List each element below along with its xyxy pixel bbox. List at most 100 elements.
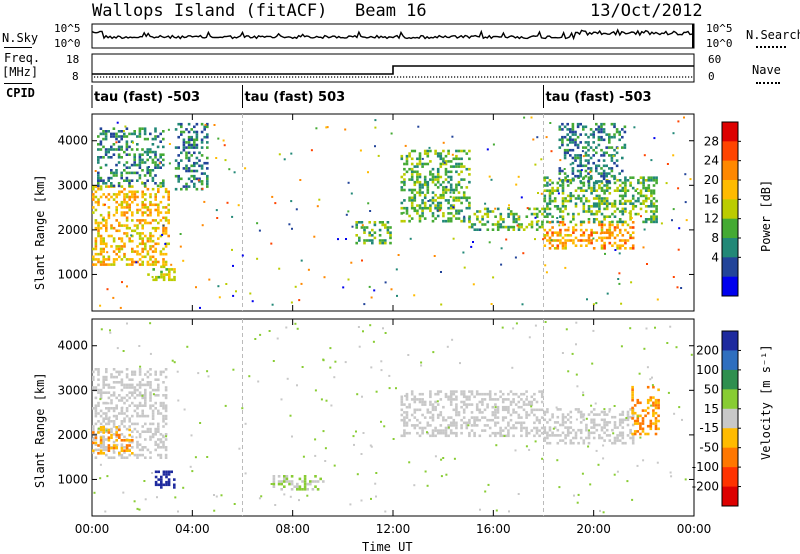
power-cell — [157, 242, 160, 246]
power-cell — [120, 148, 123, 151]
velocity-cell — [447, 434, 450, 438]
power-cell — [579, 234, 583, 237]
velocity-cell — [123, 456, 126, 459]
velocity-cell — [102, 446, 105, 449]
velocity-cell — [525, 434, 528, 438]
power-cell — [138, 221, 142, 225]
velocity-cell — [631, 434, 635, 437]
power-cell — [457, 180, 461, 184]
power-cell — [647, 186, 651, 190]
power-cell — [569, 148, 572, 152]
velocity-cell — [165, 480, 168, 484]
power-cell — [442, 162, 445, 166]
velocity-cell — [530, 411, 534, 414]
power-cell — [436, 214, 440, 218]
velocity-cell — [444, 392, 448, 396]
power-scatter-point — [299, 179, 302, 181]
velocity-cell — [149, 422, 152, 426]
velocity-cell — [115, 433, 118, 437]
velocity-cell — [157, 438, 160, 441]
power-cell — [123, 132, 126, 136]
velocity-cell — [136, 383, 139, 387]
velocity-scatter-point — [99, 477, 102, 480]
velocity-scatter-point — [475, 424, 478, 426]
power-scatter-point — [449, 195, 452, 198]
power-cell — [136, 211, 139, 214]
power-cell — [177, 135, 180, 139]
power-cell — [623, 125, 627, 129]
velocity-colorbar-tick-label: 200 — [696, 343, 719, 357]
power-cell — [146, 169, 149, 172]
velocity-cell — [107, 420, 111, 423]
velocity-cell — [423, 403, 427, 406]
power-scatter-point — [451, 135, 454, 138]
power-cell — [431, 201, 435, 205]
power-cell — [154, 163, 157, 167]
power-cell — [136, 190, 139, 194]
power-cell — [618, 133, 621, 136]
velocity-cell — [92, 451, 95, 454]
power-cell — [154, 127, 157, 130]
velocity-cell — [159, 370, 163, 374]
velocity-cell — [556, 428, 560, 432]
power-cell — [125, 140, 129, 143]
velocity-cell — [603, 439, 606, 442]
velocity-cell — [154, 427, 157, 431]
power-scatter-point — [479, 228, 482, 231]
velocity-cell — [449, 398, 453, 401]
power-scatter-point — [241, 254, 244, 257]
velocity-cell — [102, 448, 105, 452]
power-cell — [157, 203, 160, 207]
time-tick-label: 16:00 — [476, 522, 511, 536]
power-scatter-point — [170, 263, 173, 266]
velocity-cell — [574, 434, 578, 437]
velocity-cell — [431, 403, 435, 406]
velocity-cell — [439, 411, 443, 414]
power-scatter-point — [278, 153, 281, 156]
power-cell — [530, 223, 534, 226]
power-cell — [431, 175, 435, 179]
power-cell — [546, 215, 549, 218]
velocity-scatter-point — [575, 418, 578, 421]
power-cell — [164, 216, 168, 220]
velocity-scatter-point — [479, 508, 481, 511]
velocity-cell — [646, 411, 650, 415]
velocity-cell — [421, 426, 424, 430]
velocity-cell — [123, 439, 126, 442]
velocity-cell — [494, 392, 497, 396]
power-cell — [602, 154, 606, 157]
power-cell — [605, 205, 609, 208]
power-cell — [556, 189, 560, 192]
velocity-scatter-point — [650, 404, 653, 407]
velocity-cell — [636, 430, 640, 433]
velocity-cell — [569, 415, 573, 419]
power-cell — [174, 128, 178, 131]
velocity-scatter-point — [374, 482, 377, 485]
power-cell — [650, 179, 653, 182]
velocity-cell — [654, 406, 658, 410]
power-scatter-point — [367, 202, 370, 205]
power-cell — [410, 178, 414, 181]
power-cell — [600, 138, 603, 142]
velocity-scatter-point — [602, 511, 605, 514]
velocity-colorbar-swatch — [722, 447, 738, 468]
power-cell — [496, 225, 500, 229]
velocity-cell — [105, 370, 108, 374]
velocity-cell — [162, 414, 165, 418]
power-cell — [97, 198, 100, 201]
velocity-scatter-point — [602, 457, 605, 460]
velocity-scatter-point — [333, 376, 336, 379]
power-cell — [590, 205, 593, 208]
velocity-cell — [99, 430, 103, 433]
velocity-cell — [551, 431, 554, 435]
velocity-cell — [105, 448, 108, 452]
power-cell — [650, 176, 653, 179]
power-scatter-point — [396, 294, 398, 297]
power-cell — [548, 247, 552, 250]
power-cell — [144, 234, 147, 238]
power-cell — [592, 130, 595, 134]
power-scatter-point — [216, 217, 219, 219]
velocity-cell — [410, 390, 414, 393]
velocity-cell — [566, 426, 570, 429]
power-cell — [564, 179, 567, 182]
